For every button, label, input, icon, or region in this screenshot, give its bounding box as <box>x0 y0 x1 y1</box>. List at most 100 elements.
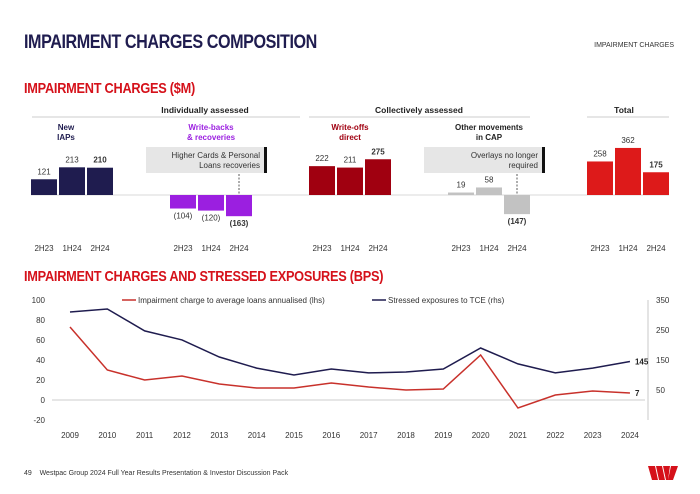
data-label: 19 <box>457 181 466 190</box>
annotation-text: Overlays no longer <box>471 151 538 160</box>
annotation-marker <box>542 147 545 173</box>
bar <box>337 167 363 195</box>
data-label: 121 <box>37 167 51 176</box>
section-tag: IMPAIRMENT CHARGES <box>594 42 674 49</box>
y-tick-left: 60 <box>36 336 45 345</box>
x-tick: 2015 <box>285 431 303 440</box>
category-label: 2H24 <box>90 244 110 253</box>
y-tick-left: 100 <box>32 296 46 305</box>
category-label: 2H23 <box>34 244 54 253</box>
bar <box>198 195 224 211</box>
bar <box>59 167 85 195</box>
end-label: 7 <box>635 389 640 398</box>
y-tick-left: -20 <box>33 416 45 425</box>
category-label: 2H23 <box>312 244 332 253</box>
bar <box>643 172 669 195</box>
category-label: 1H24 <box>479 244 499 253</box>
annotation-text: required <box>509 161 538 170</box>
data-label: 213 <box>65 155 79 164</box>
y-tick-right: 150 <box>656 356 670 365</box>
x-tick: 2009 <box>61 431 79 440</box>
bar <box>87 167 113 195</box>
group-name: IAPs <box>57 133 75 142</box>
annotation-box <box>146 147 264 173</box>
category-label: 1H24 <box>618 244 638 253</box>
category-label: 2H24 <box>507 244 527 253</box>
category-label: 2H23 <box>590 244 610 253</box>
data-label: 362 <box>621 136 635 145</box>
x-tick: 2017 <box>360 431 378 440</box>
page-number: 49 <box>24 470 32 477</box>
group-name: New <box>58 123 75 132</box>
bar <box>615 147 641 195</box>
data-label: (163) <box>230 219 249 228</box>
data-label: (104) <box>174 212 193 221</box>
line-chart-title: IMPAIRMENT CHARGES AND STRESSED EXPOSURE… <box>24 268 384 285</box>
category-label: 1H24 <box>62 244 82 253</box>
group-header: Total <box>614 105 634 115</box>
annotation-marker <box>264 147 267 173</box>
bar <box>365 159 391 195</box>
x-tick: 2019 <box>434 431 452 440</box>
category-label: 2H23 <box>173 244 193 253</box>
data-label: 58 <box>485 175 494 184</box>
data-label: 175 <box>649 160 663 169</box>
y-tick-right: 250 <box>656 326 670 335</box>
group-name: Write-backs <box>188 123 234 132</box>
group-header: Collectively assessed <box>375 105 463 115</box>
x-tick: 2021 <box>509 431 527 440</box>
annotation-text: Higher Cards & Personal <box>172 151 261 160</box>
page-title: IMPAIRMENT CHARGES COMPOSITION <box>24 32 317 53</box>
group-name: in CAP <box>476 133 503 142</box>
x-tick: 2024 <box>621 431 639 440</box>
x-tick: 2023 <box>584 431 602 440</box>
bar <box>170 195 196 209</box>
x-tick: 2016 <box>322 431 340 440</box>
y-tick-left: 0 <box>41 396 46 405</box>
x-tick: 2012 <box>173 431 191 440</box>
x-tick: 2018 <box>397 431 415 440</box>
series-line <box>69 326 630 409</box>
legend-label: Stressed exposures to TCE (rhs) <box>388 296 505 305</box>
data-label: (147) <box>508 217 527 226</box>
data-label: 275 <box>371 147 385 156</box>
x-tick: 2011 <box>136 431 154 440</box>
x-tick: 2022 <box>546 431 564 440</box>
category-label: 2H23 <box>451 244 471 253</box>
data-label: 222 <box>315 154 329 163</box>
data-label: 210 <box>93 156 107 165</box>
x-tick: 2020 <box>472 431 490 440</box>
y-tick-right: 350 <box>656 296 670 305</box>
category-label: 2H24 <box>229 244 249 253</box>
category-label: 1H24 <box>340 244 360 253</box>
x-tick: 2013 <box>210 431 228 440</box>
data-label: 258 <box>593 149 607 158</box>
x-tick: 2014 <box>248 431 266 440</box>
x-tick: 2010 <box>98 431 116 440</box>
bar <box>587 161 613 195</box>
bar <box>309 166 335 195</box>
bar-chart-title: IMPAIRMENT CHARGES ($M) <box>24 80 195 97</box>
annotation-text: Loans recoveries <box>199 161 260 170</box>
bar <box>226 195 252 217</box>
category-label: 2H24 <box>368 244 388 253</box>
category-label: 2H24 <box>646 244 666 253</box>
y-tick-right: 50 <box>656 386 665 395</box>
category-label: 1H24 <box>201 244 221 253</box>
end-label: 145 <box>635 358 649 367</box>
annotation-box <box>424 147 542 173</box>
group-name: Write-offs <box>331 123 369 132</box>
data-label: (120) <box>202 214 221 223</box>
footer: 49 Westpac Group 2024 Full Year Results … <box>24 470 288 477</box>
series-line <box>69 308 631 376</box>
bar <box>504 195 530 215</box>
y-tick-left: 40 <box>36 356 45 365</box>
bar <box>31 179 57 195</box>
group-name: direct <box>339 133 361 142</box>
data-label: 211 <box>344 156 357 165</box>
bar <box>448 192 474 195</box>
legend-label: Impairment charge to average loans annua… <box>138 296 325 305</box>
group-name: & recoveries <box>187 133 236 142</box>
